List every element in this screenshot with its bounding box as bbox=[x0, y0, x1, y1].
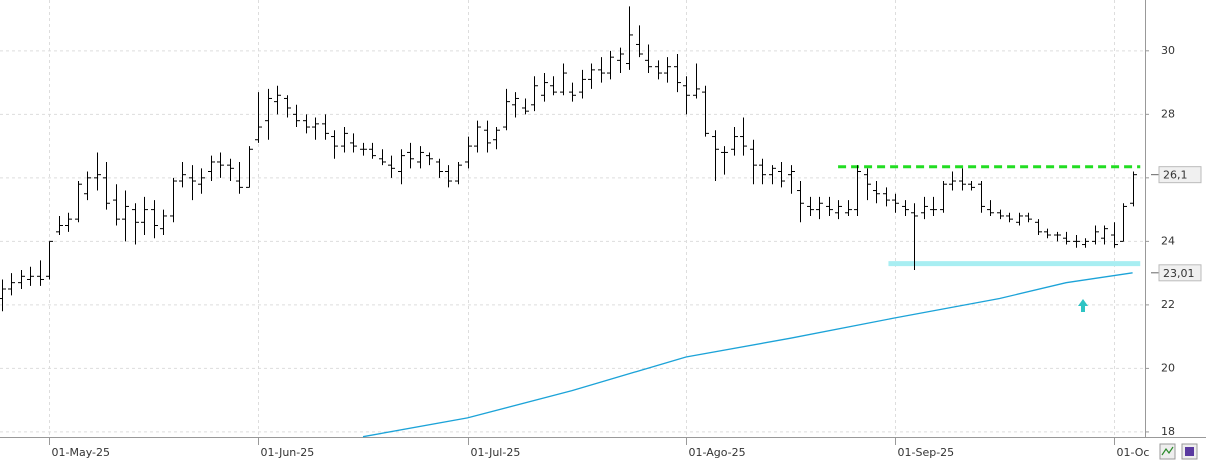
marker-box bbox=[1158, 166, 1202, 184]
y-tick-label: 28 bbox=[1161, 107, 1175, 120]
y-tick-label: 24 bbox=[1161, 234, 1175, 247]
x-tick-label: 01-Jun-25 bbox=[261, 446, 315, 459]
save-icon bbox=[1185, 447, 1194, 456]
x-tick-label: 01-Oc bbox=[1117, 446, 1150, 459]
marker-label: 23,01 bbox=[1163, 267, 1195, 280]
up-arrow bbox=[1078, 299, 1088, 312]
y-tick-label: 20 bbox=[1161, 361, 1175, 374]
x-tick-label: 01-May-25 bbox=[52, 446, 110, 459]
x-tick-label: 01-Ago-25 bbox=[689, 446, 746, 459]
marker-label: 26,1 bbox=[1163, 169, 1188, 182]
y-tick-label: 30 bbox=[1161, 44, 1175, 57]
moving-average bbox=[362, 272, 1133, 438]
marker-box bbox=[1158, 264, 1202, 282]
zoom-icon bbox=[1161, 446, 1174, 456]
x-tick-label: 01-Sep-25 bbox=[898, 446, 955, 459]
y-tick-label: 18 bbox=[1161, 425, 1175, 438]
x-tick-label: 01-Jul-25 bbox=[471, 446, 521, 459]
y-tick-label: 22 bbox=[1161, 298, 1175, 311]
